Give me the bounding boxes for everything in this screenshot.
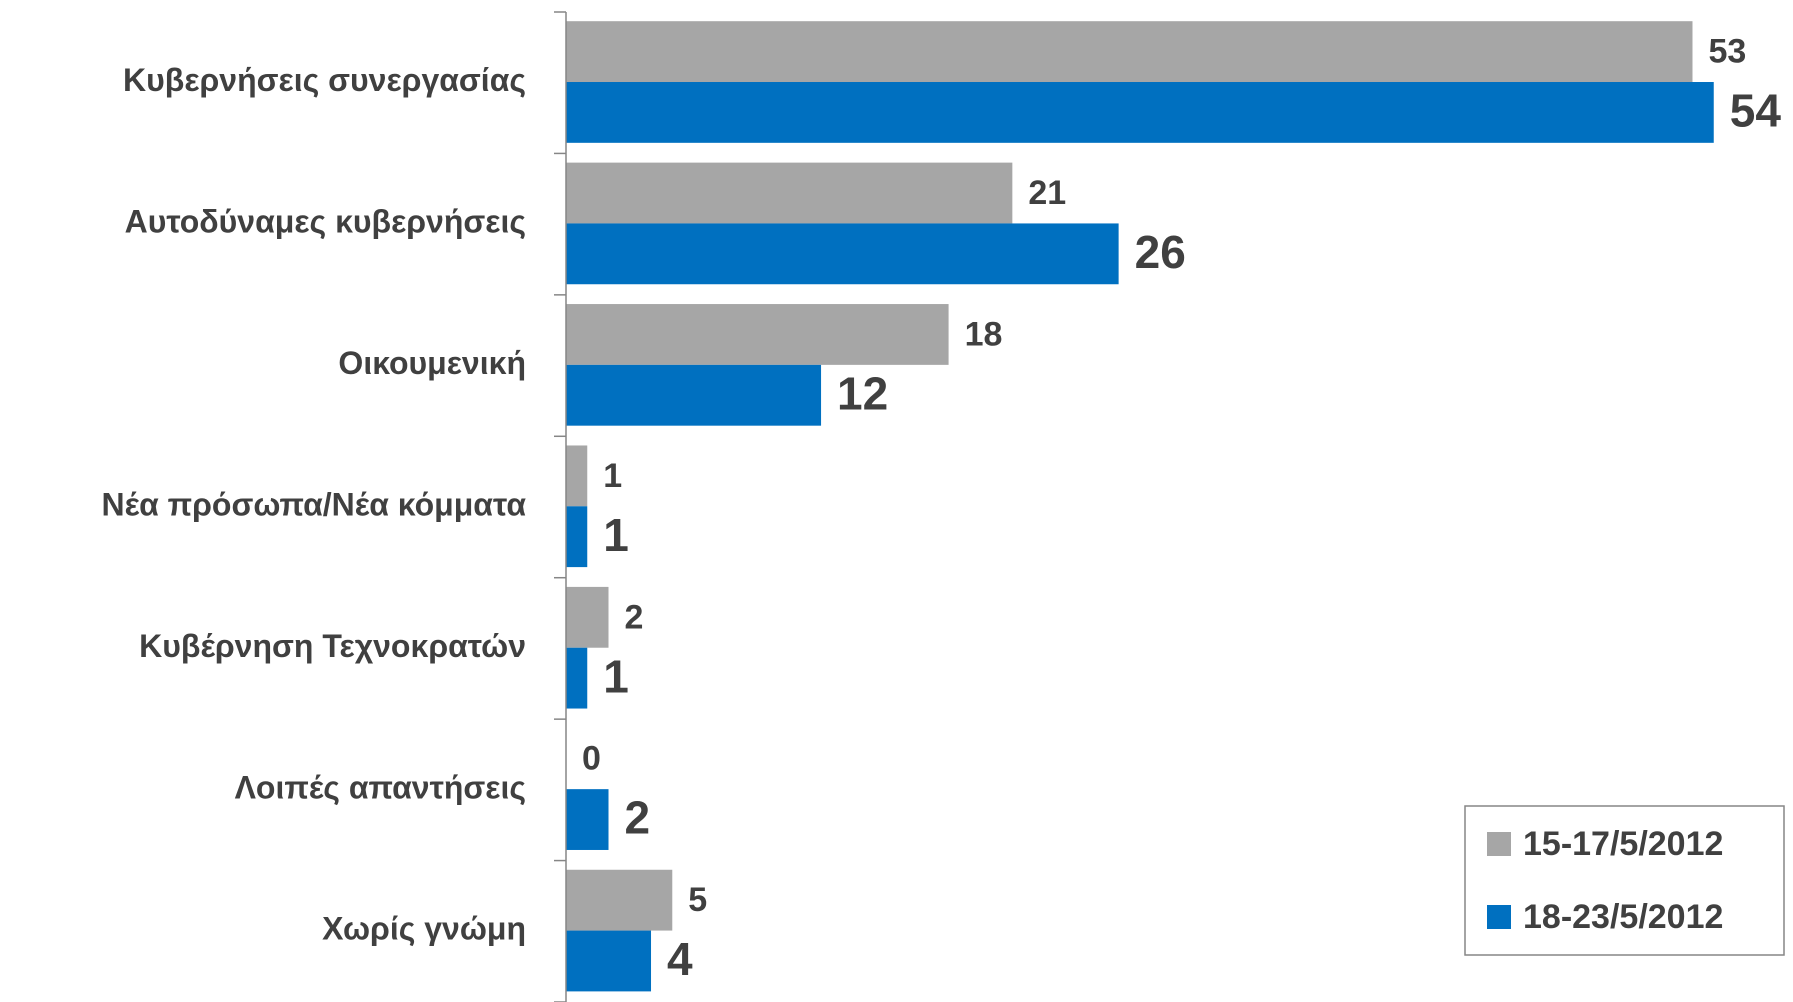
value-label: 0 (582, 740, 601, 778)
bar (566, 789, 609, 850)
value-label: 1 (603, 650, 629, 702)
bar (566, 162, 1013, 224)
category-label: Χωρίς γνώμη (322, 911, 526, 947)
bar (566, 647, 588, 709)
bar (566, 445, 588, 507)
value-label: 53 (1708, 33, 1746, 71)
bar (566, 223, 1119, 285)
bar (566, 869, 673, 931)
bar (566, 364, 822, 426)
value-label: 4 (667, 933, 693, 985)
category-label: Λοιπές απαντήσεις (235, 769, 526, 805)
bar (566, 586, 609, 648)
legend-label: 15-17/5/2012 (1523, 825, 1723, 863)
bar (566, 930, 652, 992)
value-label: 54 (1730, 85, 1782, 137)
category-label: Κυβέρνηση Τεχνοκρατών (139, 628, 526, 664)
value-label: 21 (1028, 174, 1066, 212)
value-label: 1 (603, 509, 629, 561)
value-label: 1 (603, 457, 622, 495)
category-label: Κυβερνήσεις συνεργασίας (123, 62, 526, 98)
value-label: 18 (965, 315, 1003, 353)
category-label: Οικουμενική (338, 345, 526, 381)
legend-label: 18-23/5/2012 (1523, 898, 1723, 936)
bar (566, 506, 588, 568)
category-label: Αυτοδύναμες κυβερνήσεις (125, 204, 526, 240)
value-label: 5 (688, 881, 707, 919)
legend-swatch (1487, 832, 1511, 856)
value-label: 26 (1135, 226, 1186, 278)
bar (566, 82, 1714, 143)
value-label: 2 (625, 792, 651, 844)
legend-swatch (1487, 905, 1511, 929)
value-label: 12 (837, 367, 888, 419)
value-label: 2 (625, 598, 644, 636)
category-label: Νέα πρόσωπα/Νέα κόμματα (102, 486, 527, 522)
bar (566, 304, 949, 365)
bar (566, 21, 1693, 83)
legend-box (1464, 805, 1785, 956)
